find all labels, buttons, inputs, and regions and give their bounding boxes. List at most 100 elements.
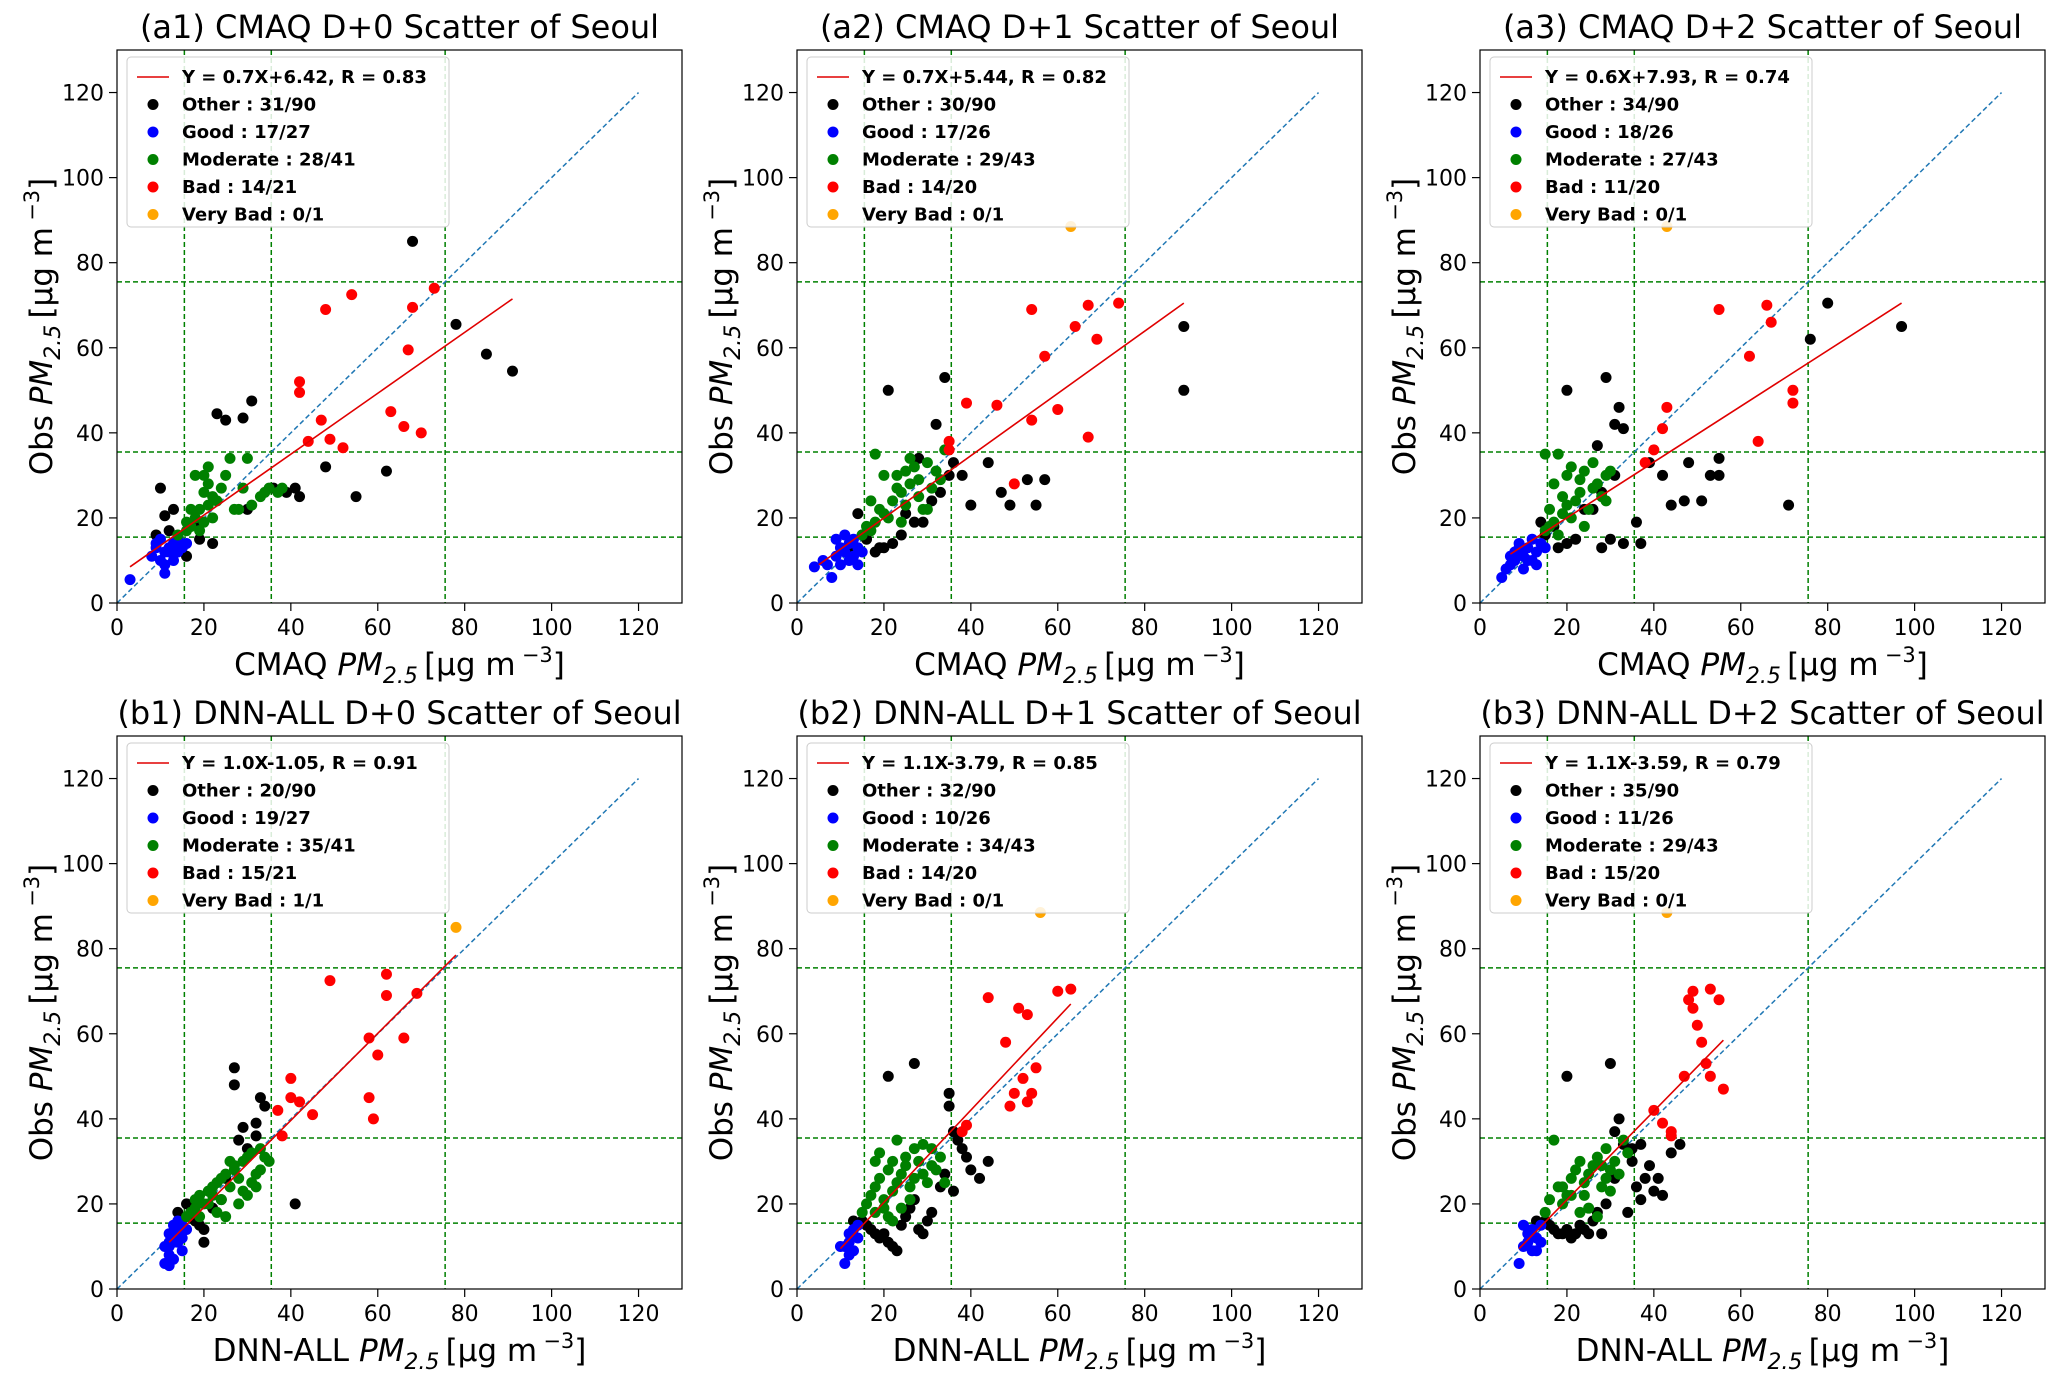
data-point — [1765, 316, 1777, 328]
y-axis-label-var: PM — [1387, 360, 1423, 405]
series-moderate — [172, 452, 288, 541]
x-axis-label-sub: 2.5 — [1084, 1350, 1119, 1375]
x-axis-label-unit: [μg m — [1098, 647, 1202, 683]
data-point — [926, 1206, 938, 1218]
legend-marker-good — [1510, 812, 1522, 824]
legend-entry: Very Bad : 0/1 — [862, 205, 1004, 226]
legend-entry: Good : 17/27 — [182, 122, 311, 143]
data-point — [1596, 1181, 1608, 1193]
data-point — [380, 465, 392, 477]
data-point — [1531, 546, 1542, 558]
data-point — [1561, 384, 1573, 396]
data-point — [1787, 384, 1799, 396]
data-point — [1617, 537, 1629, 549]
y-tick-label: 40 — [1439, 422, 1467, 447]
data-point — [1565, 512, 1577, 524]
data-point — [947, 1126, 959, 1138]
legend-entry: Moderate : 34/43 — [862, 836, 1036, 857]
data-point — [1539, 542, 1551, 554]
y-axis-label-close: ] — [1387, 864, 1423, 876]
legend-entry: Other : 30/90 — [862, 95, 996, 116]
y-tick-label: 80 — [756, 252, 784, 277]
regression-line — [1509, 302, 1903, 555]
y-tick-label: 40 — [76, 422, 104, 447]
legend-box — [1489, 56, 1813, 228]
y-axis-label-unit: [μg m — [1387, 221, 1423, 325]
data-point — [1613, 1168, 1625, 1180]
x-axis-label-sub: 2.5 — [1063, 664, 1098, 689]
x-axis-label-var: PM — [337, 647, 382, 683]
data-point — [974, 1172, 986, 1184]
y-tick-label: 0 — [770, 1278, 784, 1303]
legend-entry: Other : 32/90 — [862, 781, 996, 802]
data-point — [943, 1100, 955, 1112]
legend-entry: Other : 34/90 — [1545, 95, 1679, 116]
y-axis-label-var: PM — [24, 360, 60, 405]
data-point — [480, 348, 492, 360]
y-axis-label: Obs PM2.5 [μg m −3] — [20, 864, 66, 1162]
x-tick-label: 40 — [1640, 616, 1668, 641]
data-point — [943, 444, 955, 456]
data-point — [1591, 1211, 1603, 1223]
legend: Y = 1.1X-3.59, R = 0.79 Other : 35/90 Good… — [1489, 742, 1813, 914]
data-point — [1600, 495, 1612, 507]
data-point — [363, 1092, 375, 1104]
data-point — [176, 1245, 188, 1257]
data-point — [380, 989, 392, 1001]
data-point — [1635, 1194, 1647, 1206]
legend-marker-other — [827, 99, 839, 110]
data-point — [181, 537, 193, 549]
data-point — [450, 318, 462, 330]
data-point — [1700, 1058, 1712, 1070]
x-axis-label: CMAQ PM2.5 [μg m −3] — [234, 643, 565, 689]
x-axis-label-sub: 2.5 — [1767, 1350, 1802, 1375]
regression-line — [168, 954, 457, 1243]
data-point — [878, 1202, 890, 1214]
y-axis-label-close: ] — [1387, 178, 1423, 190]
data-point — [207, 1189, 219, 1201]
y-axis-label-var: PM — [1387, 1046, 1423, 1091]
x-tick-label: 120 — [618, 1302, 660, 1327]
y-axis-label-prefix: Obs — [704, 405, 740, 475]
data-point — [154, 482, 166, 494]
y-axis-label-unit: [μg m — [704, 221, 740, 325]
data-point — [900, 1211, 912, 1223]
legend: Y = 0.7X+6.42, R = 0.83 Other : 31/90 Good… — [126, 56, 450, 228]
data-point — [1648, 1185, 1660, 1197]
data-point — [1604, 465, 1616, 477]
data-point — [1021, 1009, 1033, 1021]
data-point — [869, 546, 881, 558]
legend-entry: Good : 11/26 — [1545, 808, 1674, 829]
scatter-panel-1: 0 20 40 60 80 100 120 0 20 40 60 80 100 120 (a1) CMAQ … — [20, 8, 683, 689]
data-point — [198, 516, 210, 528]
data-point — [228, 1079, 240, 1091]
data-point — [1574, 486, 1586, 498]
data-point — [207, 512, 219, 524]
data-point — [908, 1172, 920, 1184]
data-point — [168, 503, 179, 515]
x-tick-label: 120 — [618, 616, 660, 641]
y-axis-label-sub: 2.5 — [721, 325, 746, 360]
y-tick-label: 20 — [756, 507, 784, 532]
data-point — [237, 412, 249, 424]
data-point — [1517, 563, 1529, 575]
y-tick-label: 20 — [1439, 1193, 1467, 1218]
data-point — [1639, 1172, 1651, 1184]
data-point — [168, 554, 179, 566]
legend-marker-good — [147, 812, 159, 824]
data-point — [1535, 1219, 1547, 1231]
data-point — [895, 1219, 907, 1231]
data-point — [926, 495, 938, 507]
data-point — [904, 478, 916, 490]
y-axis-label-close: ] — [704, 864, 740, 876]
data-point — [220, 414, 232, 426]
plot-area — [797, 50, 1362, 603]
x-axis-label-var: PM — [1722, 1333, 1767, 1369]
data-point — [1761, 299, 1773, 311]
data-point — [233, 1172, 245, 1184]
x-tick-label: 60 — [364, 1302, 392, 1327]
data-point — [882, 384, 894, 396]
legend-entry: Y = 0.6X+7.93, R = 0.74 — [1544, 67, 1790, 88]
x-axis-label-unit: [μg m — [1119, 1333, 1223, 1369]
series-good — [124, 533, 193, 586]
